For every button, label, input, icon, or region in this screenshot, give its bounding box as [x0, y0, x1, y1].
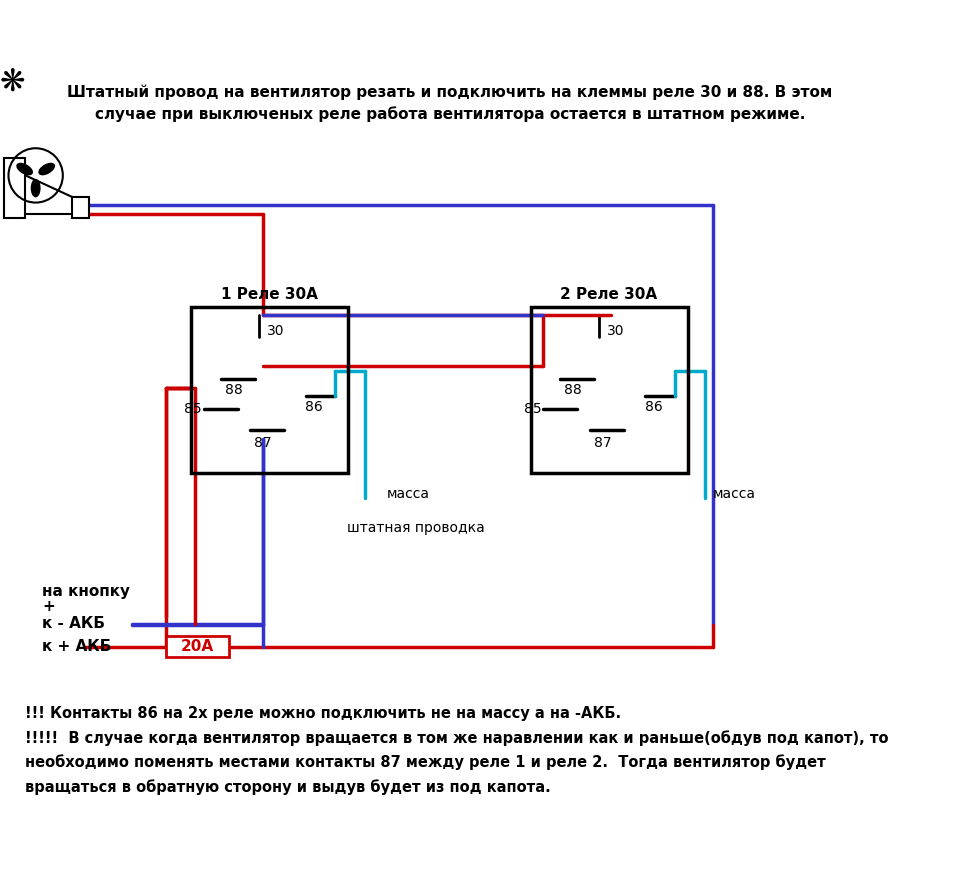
Text: 86: 86	[645, 401, 662, 415]
Bar	[191, 307, 348, 473]
Text: 87: 87	[254, 436, 272, 450]
Text: 20А: 20А	[180, 639, 213, 654]
Text: на кнопку: на кнопку	[42, 584, 131, 599]
Text: 30: 30	[607, 324, 625, 338]
Text: 88: 88	[225, 383, 242, 397]
Text: 1 Реле 30А: 1 Реле 30А	[221, 287, 318, 302]
Text: к - АКБ: к - АКБ	[42, 616, 106, 631]
Text: 85: 85	[184, 401, 202, 416]
Bar	[4, 158, 26, 218]
Text: к + АКБ: к + АКБ	[42, 639, 111, 654]
Ellipse shape	[17, 163, 33, 175]
Text: 87: 87	[594, 436, 612, 450]
Text: 30: 30	[268, 324, 285, 338]
Text: 88: 88	[564, 383, 582, 397]
Text: масса: масса	[386, 487, 429, 501]
Bar	[72, 196, 89, 218]
Ellipse shape	[39, 163, 55, 175]
Text: ❋: ❋	[0, 68, 26, 96]
Text: +: +	[42, 600, 55, 614]
Text: масса: масса	[713, 487, 756, 501]
Bar	[165, 636, 229, 657]
Text: 2 Реле 30А: 2 Реле 30А	[560, 287, 658, 302]
Text: 85: 85	[524, 401, 541, 416]
Ellipse shape	[32, 180, 40, 196]
Text: штатная проводка: штатная проводка	[348, 521, 485, 534]
Text: !!! Контакты 86 на 2х реле можно подключить не на массу а на -АКБ.
!!!!!  В случ: !!! Контакты 86 на 2х реле можно подключ…	[26, 706, 889, 795]
Text: 86: 86	[305, 401, 323, 415]
Text: Штатный провод на вентилятор резать и подключить на клеммы реле 30 и 88. В этом
: Штатный провод на вентилятор резать и по…	[67, 84, 832, 122]
Bar	[531, 307, 687, 473]
